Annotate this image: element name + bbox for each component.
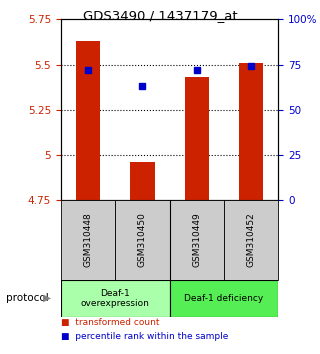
Text: ■  percentile rank within the sample: ■ percentile rank within the sample: [61, 332, 228, 341]
Bar: [185, 77, 209, 200]
Text: GSM310452: GSM310452: [247, 212, 256, 267]
Text: GDS3490 / 1437179_at: GDS3490 / 1437179_at: [83, 9, 237, 22]
Text: GSM310450: GSM310450: [138, 212, 147, 267]
Bar: [170, 200, 224, 280]
Text: GSM310448: GSM310448: [84, 212, 92, 267]
Text: protocol: protocol: [6, 293, 49, 303]
Text: ▶: ▶: [43, 293, 51, 303]
Text: GSM310449: GSM310449: [192, 212, 201, 267]
Bar: [61, 280, 170, 317]
Text: Deaf-1 deficiency: Deaf-1 deficiency: [184, 294, 264, 303]
Bar: [224, 200, 278, 280]
Bar: [61, 200, 115, 280]
Bar: [239, 63, 263, 200]
Text: Deaf-1
overexpression: Deaf-1 overexpression: [81, 289, 150, 308]
Bar: [76, 41, 100, 200]
Bar: [115, 200, 170, 280]
Bar: [170, 280, 278, 317]
Text: ■  transformed count: ■ transformed count: [61, 318, 159, 327]
Bar: [130, 162, 155, 200]
